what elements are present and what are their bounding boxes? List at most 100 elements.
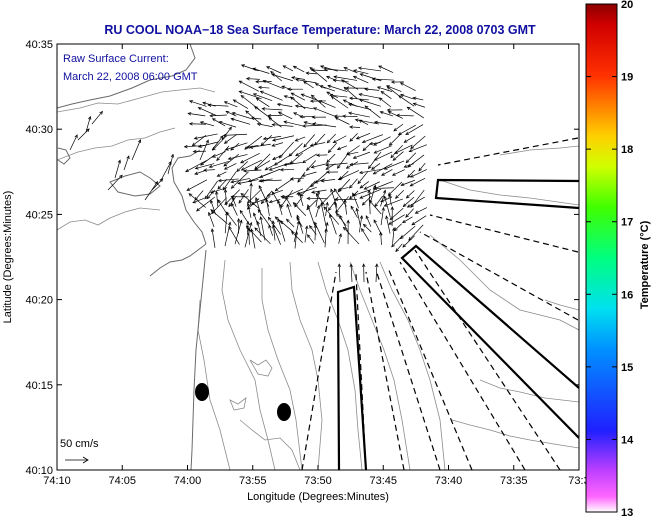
- current-vector: [418, 162, 426, 172]
- current-vector: [267, 113, 283, 118]
- current-vector: [410, 135, 426, 150]
- current-vector: [309, 142, 326, 147]
- current-vector: [368, 199, 382, 215]
- colorbar-tick-label: 14: [621, 434, 634, 446]
- current-vector: [262, 135, 282, 141]
- y-tick-label: 40:20: [25, 295, 53, 307]
- current-vector: [353, 69, 369, 75]
- current-vector: [276, 102, 293, 107]
- current-vector: [400, 93, 414, 100]
- current-vector: [268, 162, 292, 171]
- current-vector: [408, 144, 427, 153]
- current-vector: [343, 67, 358, 74]
- current-vector: [91, 110, 103, 125]
- current-vector: [236, 161, 249, 173]
- current-vector: [274, 178, 294, 192]
- current-vector: [390, 206, 394, 227]
- current-vector: [369, 184, 377, 206]
- current-vector: [388, 193, 392, 206]
- current-vector: [348, 111, 370, 118]
- current-vector: [397, 124, 416, 136]
- current-vector: [358, 168, 383, 175]
- current-vector: [252, 93, 273, 101]
- current-vector: [218, 121, 237, 128]
- current-vector: [295, 78, 317, 84]
- current-vector: [358, 93, 382, 99]
- current-vector: [406, 106, 424, 119]
- current-vector: [252, 67, 270, 74]
- current-vector: [315, 190, 321, 207]
- current-vector: [131, 139, 142, 161]
- current-vector: [300, 93, 317, 101]
- station-marker: [195, 383, 209, 401]
- station-marker: [277, 403, 291, 421]
- current-vector: [285, 196, 292, 207]
- current-vector: [277, 218, 286, 242]
- current-vector: [403, 135, 416, 143]
- colorbar-tick-label: 18: [621, 144, 633, 156]
- sector-outlines: [336, 178, 579, 470]
- current-vector: [349, 162, 369, 167]
- current-vector: [223, 188, 228, 206]
- current-vector: [211, 135, 224, 151]
- current-vector: [250, 197, 270, 205]
- current-vector: [240, 159, 263, 171]
- current-vector: [123, 155, 130, 171]
- current-vector: [85, 115, 92, 133]
- current-vector: [334, 197, 358, 202]
- current-vector: [324, 227, 328, 248]
- current-vector: [299, 115, 314, 119]
- current-vector: [271, 220, 276, 241]
- current-vector: [359, 73, 382, 82]
- current-vector: [194, 190, 204, 201]
- current-vector: [333, 188, 347, 207]
- current-vector: [283, 120, 303, 127]
- current-vector: [183, 144, 205, 149]
- current-vector: [373, 120, 393, 125]
- current-vector: [390, 80, 404, 84]
- current-vector: [393, 144, 413, 154]
- current-vector: [245, 110, 262, 126]
- current-vector: [210, 228, 216, 248]
- scale-label: 50 cm/s: [60, 438, 99, 450]
- current-vector: [310, 163, 328, 169]
- current-vector: [240, 64, 259, 72]
- colorbar-tick-label: 13: [621, 507, 633, 518]
- current-vector: [357, 171, 369, 185]
- current-vector: [256, 122, 273, 128]
- current-vector: [289, 177, 304, 181]
- current-vector: [326, 91, 338, 98]
- current-vector: [394, 190, 405, 199]
- current-vector: [290, 92, 306, 101]
- current-vector: [222, 171, 237, 191]
- current-vector: [268, 224, 273, 236]
- current-vector: [373, 151, 393, 161]
- current-vector: [337, 170, 360, 181]
- current-vector: [210, 187, 228, 194]
- current-vector: [301, 171, 317, 177]
- x-tick-label: 73:40: [435, 475, 463, 487]
- current-vector: [209, 199, 217, 215]
- x-tick-label: 74:00: [174, 475, 202, 487]
- current-vector: [350, 205, 358, 218]
- current-vector: [383, 198, 403, 207]
- current-vector: [193, 133, 218, 140]
- current-vector: [402, 196, 415, 208]
- current-vector: [320, 202, 327, 227]
- current-vector: [352, 192, 359, 209]
- current-vector: [330, 188, 338, 208]
- current-vector: [245, 77, 260, 81]
- current-vector: [342, 226, 360, 245]
- current-vector: [371, 77, 394, 81]
- current-vector: [294, 136, 306, 142]
- current-vector: [357, 66, 381, 72]
- current-vector: [388, 214, 405, 225]
- current-vector: [231, 202, 238, 216]
- current-vector: [234, 219, 243, 245]
- current-vector: [260, 179, 282, 183]
- current-vector: [211, 118, 226, 127]
- annotation-line-2: March 22, 2008 06:00 GMT: [63, 71, 198, 83]
- current-vector: [210, 209, 228, 224]
- colorbar-gradient: [585, 3, 618, 513]
- current-vector: [352, 75, 369, 84]
